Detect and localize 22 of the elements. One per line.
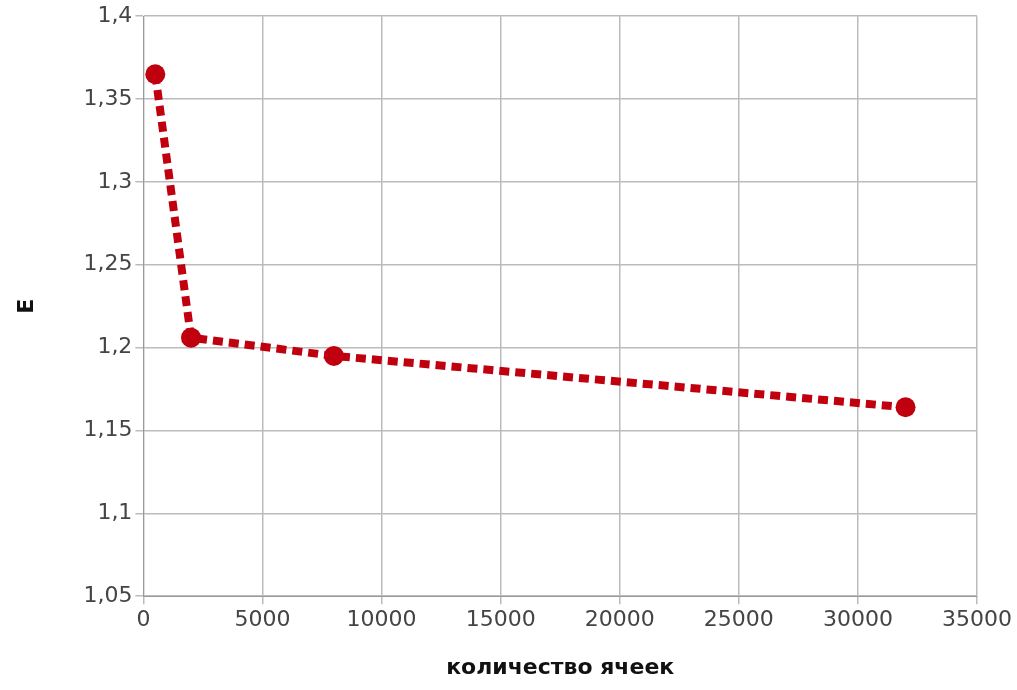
point — [323, 345, 344, 366]
y-tick-label: 1,4 — [97, 1, 133, 27]
y-tick-label: 1,3 — [97, 167, 133, 193]
point — [181, 327, 202, 348]
y-tick-label: 1,2 — [97, 333, 133, 359]
x-axis-title: количество ячеек — [446, 653, 675, 679]
x-tick-label: 20000 — [584, 606, 655, 632]
x-tick-label: 5000 — [234, 606, 291, 632]
x-tick-label: 0 — [136, 606, 151, 632]
x-tick-label: 35000 — [942, 606, 1012, 632]
x-tick-label: 30000 — [822, 606, 893, 632]
x-tick-label: 15000 — [465, 606, 536, 632]
x-tick-label: 25000 — [703, 606, 774, 632]
y-tick-label: 1,35 — [83, 84, 133, 110]
point — [145, 64, 166, 85]
x-tick-label: 10000 — [346, 606, 417, 632]
y-tick-label: 1,05 — [83, 581, 133, 607]
y-axis-title: E — [12, 298, 38, 314]
y-tick-label: 1,1 — [97, 499, 133, 525]
y-tick-label: 1,15 — [83, 416, 133, 442]
y-tick-label: 1,25 — [83, 250, 133, 276]
point — [895, 397, 916, 418]
